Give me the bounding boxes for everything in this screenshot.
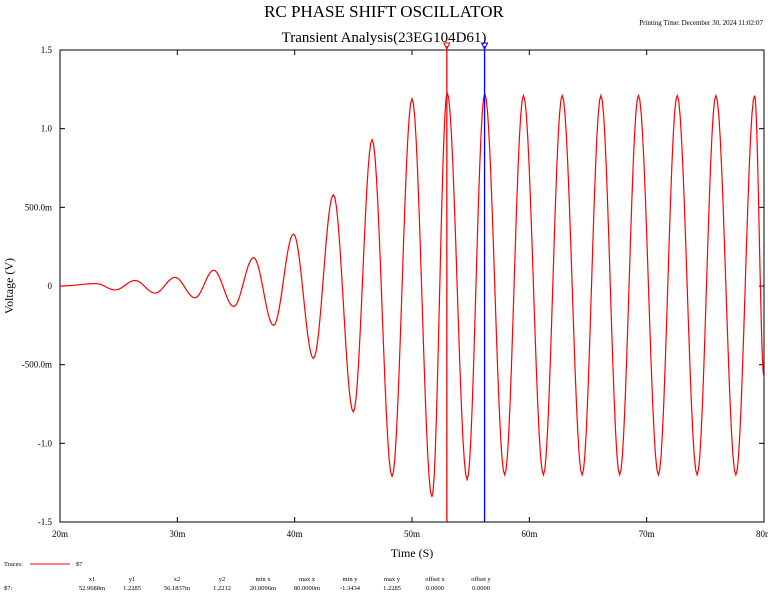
x-axis: 20m 30m 40m 50m 60m 70m 80m xyxy=(52,50,768,539)
y-tick-label: -500.0m xyxy=(22,360,52,370)
chart-subtitle: Transient Analysis(23EG104D61) xyxy=(282,30,487,46)
stats-value: 1.2285 xyxy=(123,585,141,592)
printing-time: Printing Time: December 30, 2024 11:02:0… xyxy=(639,19,763,27)
stats-value: -1.3434 xyxy=(340,585,361,592)
x-tick-label: 20m xyxy=(52,529,68,539)
chart-title: RC PHASE SHIFT OSCILLATOR xyxy=(264,2,504,21)
x-tick-label: 60m xyxy=(521,529,537,539)
cursor-1-marker[interactable] xyxy=(443,42,451,51)
y-tick-label: 0 xyxy=(48,281,53,291)
trace-name: $7 xyxy=(76,561,83,568)
stats-value: 80.0000m xyxy=(294,585,320,592)
x-axis-label: Time (S) xyxy=(391,546,434,560)
x-tick-label: 40m xyxy=(287,529,303,539)
y-tick-label: 1.5 xyxy=(41,45,53,55)
x-tick-label: 80m xyxy=(756,529,768,539)
traces-label: Traces: xyxy=(4,561,23,568)
stats-header: y2 xyxy=(219,576,226,583)
y-tick-label: -1.5 xyxy=(38,517,53,527)
stats-value: 56.1837m xyxy=(164,585,190,592)
stats-value: 0.0000 xyxy=(472,585,490,592)
stats-value: 0.0000 xyxy=(426,585,444,592)
stats-value: 20.0096m xyxy=(250,585,276,592)
x-tick-label: 50m xyxy=(404,529,420,539)
x-tick-label: 70m xyxy=(639,529,655,539)
y-tick-label: 1.0 xyxy=(41,124,53,134)
y-axis: 1.5 1.0 500.0m 0 -500.0m -1.0 -1.5 xyxy=(22,45,764,527)
y-tick-label: -1.0 xyxy=(38,438,53,448)
cursor-2-marker[interactable] xyxy=(480,42,489,51)
stats-header: x1 xyxy=(89,576,96,583)
stats-value: 52.9688m xyxy=(79,585,105,592)
series-line xyxy=(59,91,765,497)
stats-header: min x xyxy=(256,576,272,583)
stats-header: offset y xyxy=(471,576,491,583)
stats-header: y1 xyxy=(129,576,136,583)
stats-header: min y xyxy=(343,576,359,583)
x-tick-label: 30m xyxy=(169,529,185,539)
y-tick-label: 500.0m xyxy=(25,202,52,212)
stats-header: offset x xyxy=(425,576,445,583)
stats-header: x2 xyxy=(174,576,181,583)
plot-frame xyxy=(59,49,765,523)
stats-value: 1.2285 xyxy=(383,585,401,592)
y-axis-label: Voltage (V) xyxy=(2,258,16,314)
stats-row-label: $7: xyxy=(4,585,13,592)
stats-header: max y xyxy=(384,576,401,583)
stats-header: max x xyxy=(299,576,316,583)
stats-value: 1.2212 xyxy=(213,585,231,592)
